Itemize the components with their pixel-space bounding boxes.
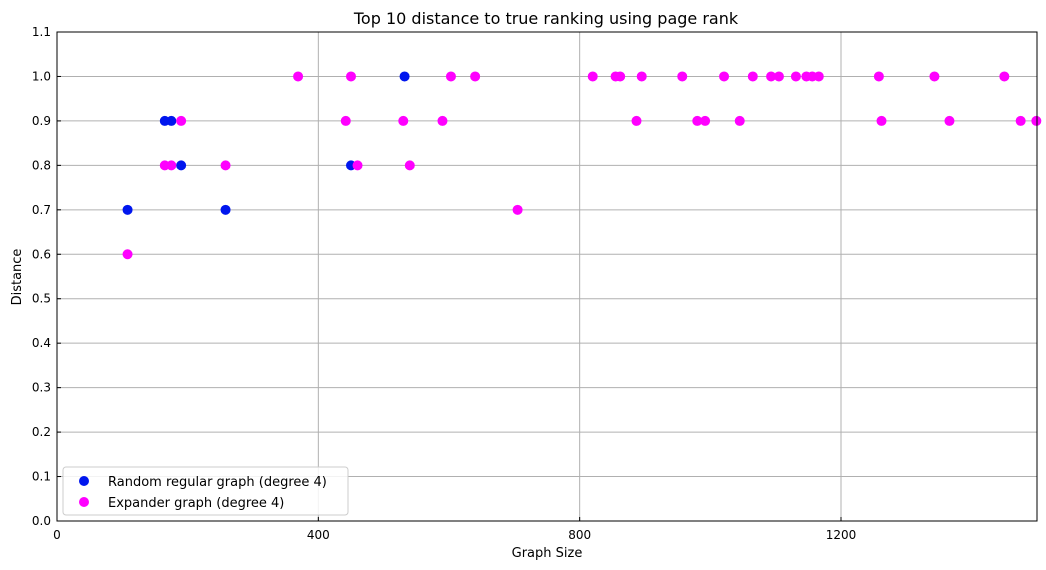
data-point-series-1 [346,71,356,82]
y-tick-label: 0.0 [32,514,51,528]
data-point-series-1 [470,71,481,82]
y-tick-label: 0.6 [32,247,51,261]
data-point-series-1 [929,71,940,82]
data-point-series-0 [220,204,231,215]
data-point-series-1 [615,71,626,82]
data-point-series-1 [734,115,745,126]
data-point-series-1 [445,71,456,82]
data-point-series-1 [636,71,647,82]
x-tick-label: 400 [307,528,330,542]
data-point-series-1 [999,71,1010,82]
data-point-series-1 [1015,115,1026,126]
y-tick-label: 1.1 [32,25,51,39]
data-point-series-1 [293,71,304,82]
data-point-series-1 [876,115,887,126]
y-tick-label: 0.7 [32,203,51,217]
data-point-series-1 [873,71,884,82]
legend-label-random-regular: Random regular graph (degree 4) [108,475,327,490]
x-tick-label: 1200 [826,528,857,542]
data-point-series-1 [587,71,598,82]
data-point-series-0 [176,160,187,171]
x-tick-label: 800 [568,528,591,542]
data-point-series-1 [813,71,824,82]
chart-title: Top 10 distance to true ranking using pa… [353,9,739,28]
legend: Random regular graph (degree 4) Expander… [62,466,349,516]
y-axis-label: Distance [10,249,25,306]
data-point-series-1 [437,115,448,126]
data-point-series-1 [790,71,801,82]
data-point-series-1 [176,115,187,126]
data-point-series-1 [692,115,703,126]
data-point-series-1 [631,115,642,126]
legend-marker-expander [79,497,89,507]
data-point-series-1 [166,160,177,171]
data-point-series-1 [512,204,523,215]
data-point-series-1 [398,115,409,126]
x-tick-label: 0 [53,528,61,542]
data-point-series-1 [404,160,415,171]
data-point-series-1 [944,115,955,126]
data-point-series-1 [340,115,351,126]
y-tick-label: 0.4 [32,336,51,350]
y-tick-label: 0.3 [32,381,51,395]
y-tick-label: 0.8 [32,158,51,172]
y-tick-label: 0.9 [32,114,51,128]
grid [56,31,1037,522]
data-points [122,71,1042,260]
legend-box [62,466,349,516]
data-point-series-1 [1031,115,1042,126]
y-tick-label: 0.2 [32,425,51,439]
data-point-series-1 [122,249,133,260]
data-point-series-1 [677,71,688,82]
data-point-series-0 [122,204,133,215]
x-axis-label: Graph Size [512,546,583,561]
y-tick-label: 0.1 [32,470,51,484]
data-point-series-1 [719,71,730,82]
y-tick-label: 1.0 [32,69,51,83]
data-point-series-1 [700,115,711,126]
data-point-series-1 [352,160,363,171]
data-point-series-0 [166,115,177,126]
legend-marker-random-regular [79,476,89,486]
data-point-series-1 [766,71,777,82]
legend-label-expander: Expander graph (degree 4) [108,496,284,511]
data-point-series-1 [747,71,758,82]
data-point-series-1 [773,71,784,82]
axis-ticks: 0.0 0.1 0.2 0.3 0.4 0.5 0.6 0.7 0.8 0.9 1.0 1.1 0 400… [32,25,856,542]
plot-frame [56,31,1038,522]
data-point-series-1 [220,160,231,171]
data-point-series-0 [399,71,410,82]
y-tick-label: 0.5 [32,292,51,306]
